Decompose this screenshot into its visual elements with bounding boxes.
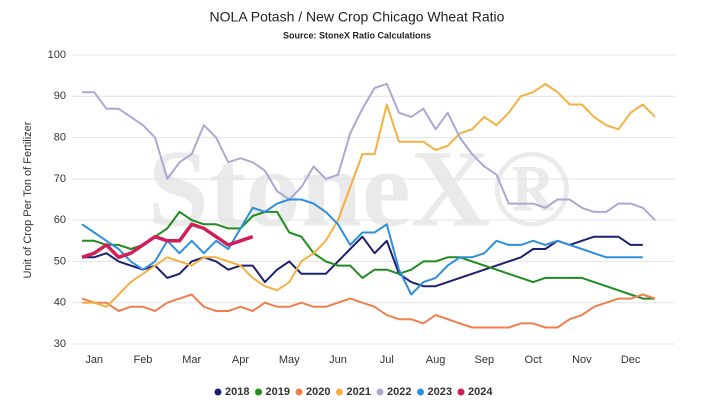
x-tick-label: Jul	[380, 354, 394, 366]
series-line	[81, 293, 656, 329]
legend-label: 2021	[347, 386, 371, 398]
y-tick-label: 50	[54, 255, 66, 267]
legend-label: 2018	[225, 386, 249, 398]
legend-marker	[214, 388, 222, 396]
legend-marker	[417, 388, 424, 396]
chart-subtitle: Source: StoneX Ratio Calculations	[283, 30, 431, 40]
x-tick-label: May	[279, 354, 300, 366]
series-line	[82, 82, 656, 308]
y-tick-label: 30	[54, 338, 66, 350]
chart-title: NOLA Potash / New Crop Chicago Wheat Rat…	[210, 9, 505, 25]
legend-marker	[457, 388, 465, 396]
y-tick-label: 40	[54, 297, 66, 309]
y-tick-label: 90	[54, 90, 66, 102]
legend-marker	[295, 388, 303, 396]
legend-label: 2023	[428, 386, 452, 398]
legend-label: 2022	[387, 386, 411, 398]
y-tick-label: 80	[54, 131, 66, 143]
series-line	[81, 222, 254, 260]
x-tick-label: Aug	[426, 354, 446, 366]
x-tick-label: Oct	[525, 354, 542, 366]
x-tick-label: Nov	[572, 354, 592, 366]
legend-label: 2024	[468, 386, 493, 398]
x-tick-label: Dec	[621, 354, 641, 366]
y-axis-label: Unit of Crop Per Ton of Fertilizer	[22, 121, 34, 278]
series-line	[82, 210, 655, 300]
x-tick-label: Sep	[475, 354, 495, 366]
x-tick-label: Mar	[182, 354, 201, 366]
x-tick-label: Jan	[85, 354, 103, 366]
legend-marker	[376, 388, 384, 396]
y-tick-label: 100	[48, 49, 66, 61]
legend-marker	[336, 388, 343, 396]
x-tick-label: Apr	[232, 354, 249, 366]
x-tick-label: Feb	[133, 354, 152, 366]
legend-label: 2020	[306, 386, 330, 398]
y-tick-label: 60	[54, 214, 66, 226]
series-line	[82, 82, 656, 221]
y-tick-label: 70	[54, 173, 66, 185]
x-tick-label: Jun	[329, 354, 347, 366]
watermark: StoneX®	[148, 127, 572, 249]
legend-marker	[255, 388, 262, 396]
series-line	[81, 198, 643, 296]
series-line	[82, 235, 643, 288]
legend-label: 2019	[266, 386, 290, 398]
